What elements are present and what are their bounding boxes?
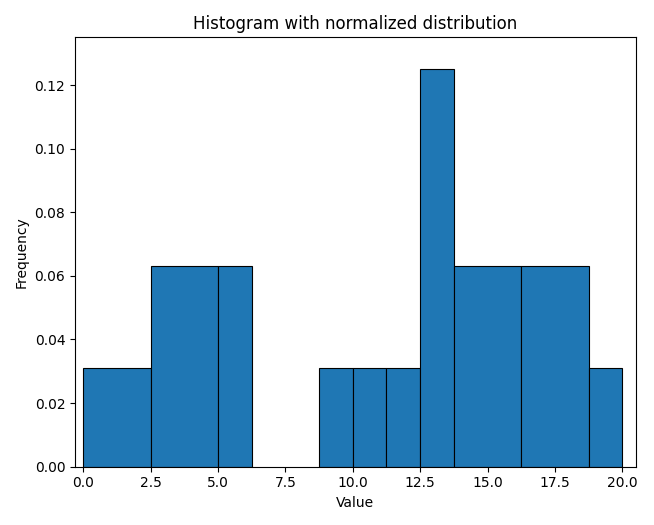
Bar bbox=[454, 266, 521, 467]
Y-axis label: Frequency: Frequency bbox=[15, 216, 29, 288]
X-axis label: Value: Value bbox=[336, 496, 375, 510]
Bar bbox=[589, 368, 623, 467]
Bar bbox=[387, 368, 420, 467]
Title: Histogram with normalized distribution: Histogram with normalized distribution bbox=[194, 15, 517, 33]
Bar bbox=[521, 266, 589, 467]
Bar bbox=[353, 368, 387, 467]
Bar bbox=[218, 266, 252, 467]
Bar bbox=[150, 266, 218, 467]
Bar bbox=[420, 69, 454, 467]
Bar bbox=[83, 368, 150, 467]
Bar bbox=[319, 368, 353, 467]
